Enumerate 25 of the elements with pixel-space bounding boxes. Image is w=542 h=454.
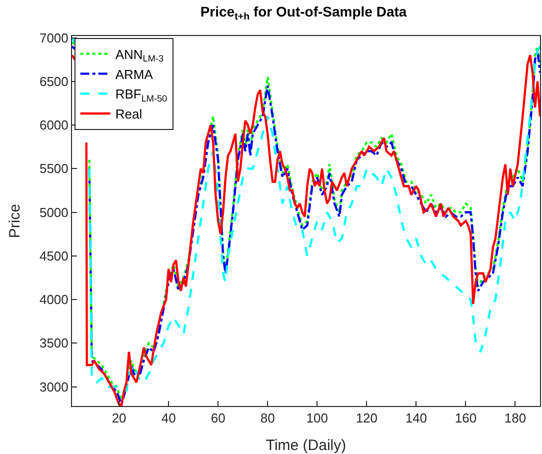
legend-label: Real <box>115 106 142 122</box>
x-tick-label: 180 <box>504 410 526 426</box>
chart-title: Price$_{t+h}$ for Out-of-Sample Data <box>200 4 407 23</box>
x-axis-title: Time (Daily) <box>266 437 346 454</box>
x-tick-label: 20 <box>112 410 126 426</box>
legend-label: RBF$_{LM-50}$ <box>115 86 168 104</box>
x-tick-label: 80 <box>260 410 275 426</box>
x-tick-label: 140 <box>405 410 428 426</box>
x-tick-label: 60 <box>210 410 226 426</box>
x-tick-label: 120 <box>356 410 378 426</box>
x-tick-label: 160 <box>454 410 477 426</box>
y-tick-label: 3500 <box>39 336 68 351</box>
y-tick-label: 5500 <box>39 161 68 176</box>
y-tick-label: 5000 <box>39 204 68 220</box>
y-axis-title: Price <box>6 204 24 238</box>
x-tick-label: 40 <box>161 410 176 426</box>
y-tick-label: 6000 <box>39 118 68 133</box>
y-tick-label: 4500 <box>39 248 68 264</box>
x-tick-label: 100 <box>306 410 328 426</box>
legend-label: ANN$_{LM-3}$ <box>115 46 164 64</box>
y-tick-label: 4000 <box>39 292 68 308</box>
legend-label: ARMA <box>115 66 154 82</box>
y-tick-label: 3000 <box>39 379 68 394</box>
y-tick-label: 7000 <box>39 30 68 46</box>
y-tick-label: 6500 <box>39 74 68 89</box>
